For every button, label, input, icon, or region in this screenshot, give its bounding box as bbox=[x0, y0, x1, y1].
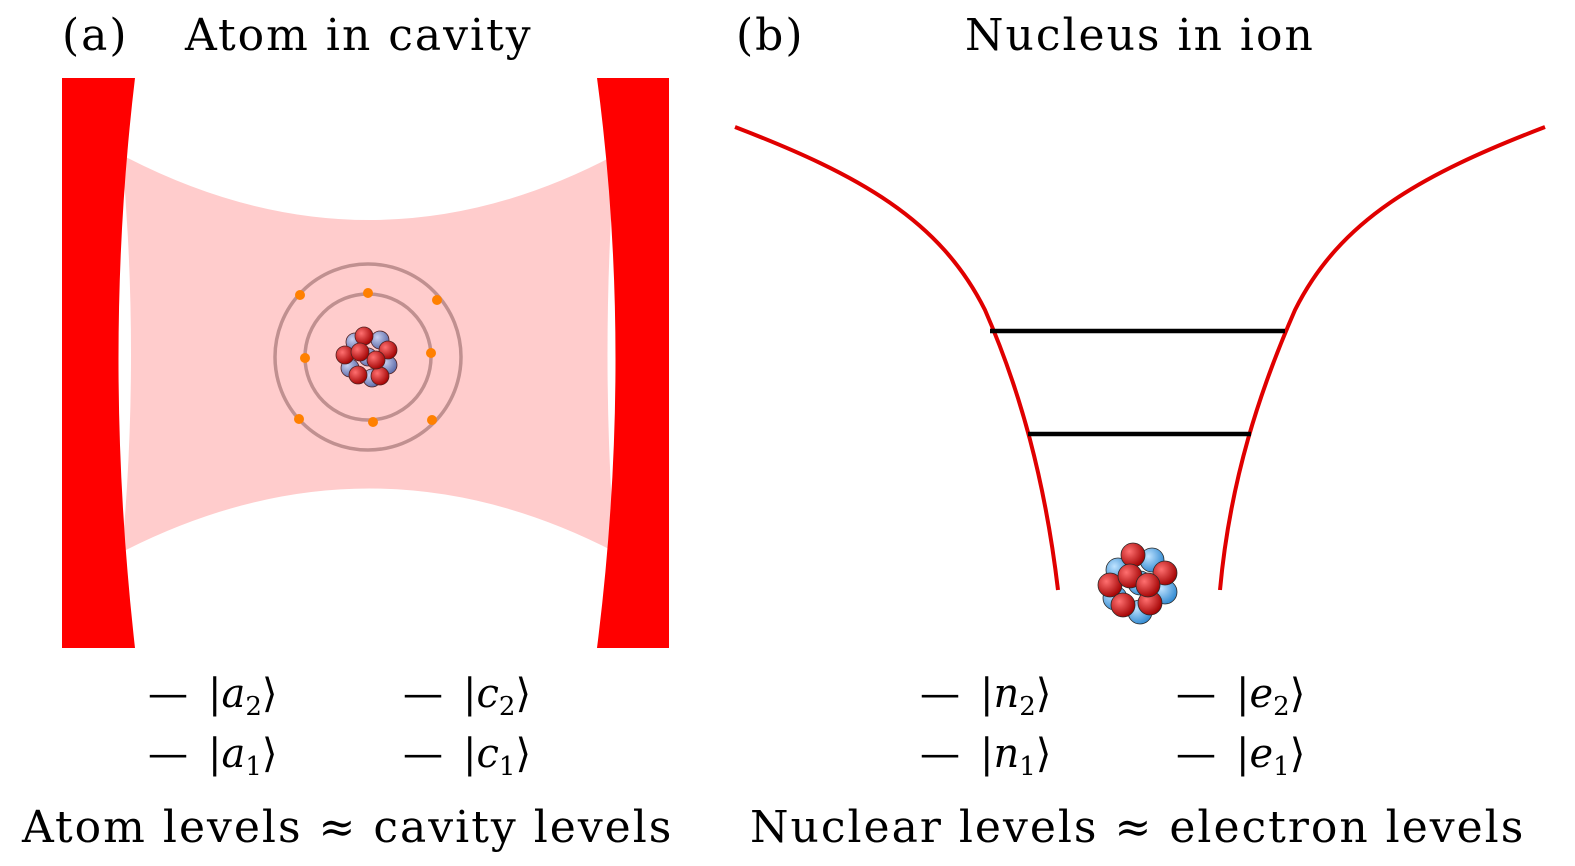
mirror-right-icon bbox=[597, 78, 669, 648]
panel-b-title: Nucleus in ion bbox=[965, 10, 1315, 61]
svg-text:—|n2⟩: — |n2⟩ bbox=[920, 671, 1051, 722]
svg-text:—|n1⟩: — |n1⟩ bbox=[920, 731, 1051, 782]
panel-b-caption: Nuclear levels ≈ electron levels bbox=[750, 802, 1525, 853]
ket-a2: — |a2⟩ bbox=[148, 671, 278, 722]
panel-b: (b) Nucleus in ion — |n2⟩ bbox=[734, 10, 1546, 853]
svg-text:—|c2⟩: — |c2⟩ bbox=[403, 671, 531, 722]
potential-well-icon bbox=[734, 125, 1546, 591]
nucleus-icon bbox=[1097, 542, 1178, 625]
ket-c1: — |c1⟩ bbox=[403, 731, 531, 782]
electrons bbox=[294, 288, 442, 427]
svg-text:—|e2⟩: — |e2⟩ bbox=[1176, 671, 1305, 722]
ket-n1: — |n1⟩ bbox=[920, 731, 1051, 782]
svg-text:—|c1⟩: — |c1⟩ bbox=[403, 731, 531, 782]
svg-text:—|a2⟩: — |a2⟩ bbox=[148, 671, 278, 722]
atom-nucleus bbox=[335, 326, 398, 388]
ket-e1: — |e1⟩ bbox=[1176, 731, 1305, 782]
ket-a1: — |a1⟩ bbox=[148, 731, 278, 782]
ket-e2: — |e2⟩ bbox=[1176, 671, 1305, 722]
panel-a-caption: Atom levels ≈ cavity levels bbox=[21, 802, 673, 853]
panel-a-tag: (a) bbox=[62, 10, 129, 61]
panel-b-tag: (b) bbox=[736, 10, 805, 61]
svg-text:—|a1⟩: — |a1⟩ bbox=[148, 731, 278, 782]
svg-text:—|e1⟩: — |e1⟩ bbox=[1176, 731, 1305, 782]
mirror-left-icon bbox=[62, 78, 135, 648]
panel-a: (a) Atom in cavity bbox=[21, 10, 673, 853]
ket-c2: — |c2⟩ bbox=[403, 671, 531, 722]
panel-a-title: Atom in cavity bbox=[184, 10, 533, 61]
atom-icon bbox=[273, 262, 463, 452]
ket-n2: — |n2⟩ bbox=[920, 671, 1051, 722]
